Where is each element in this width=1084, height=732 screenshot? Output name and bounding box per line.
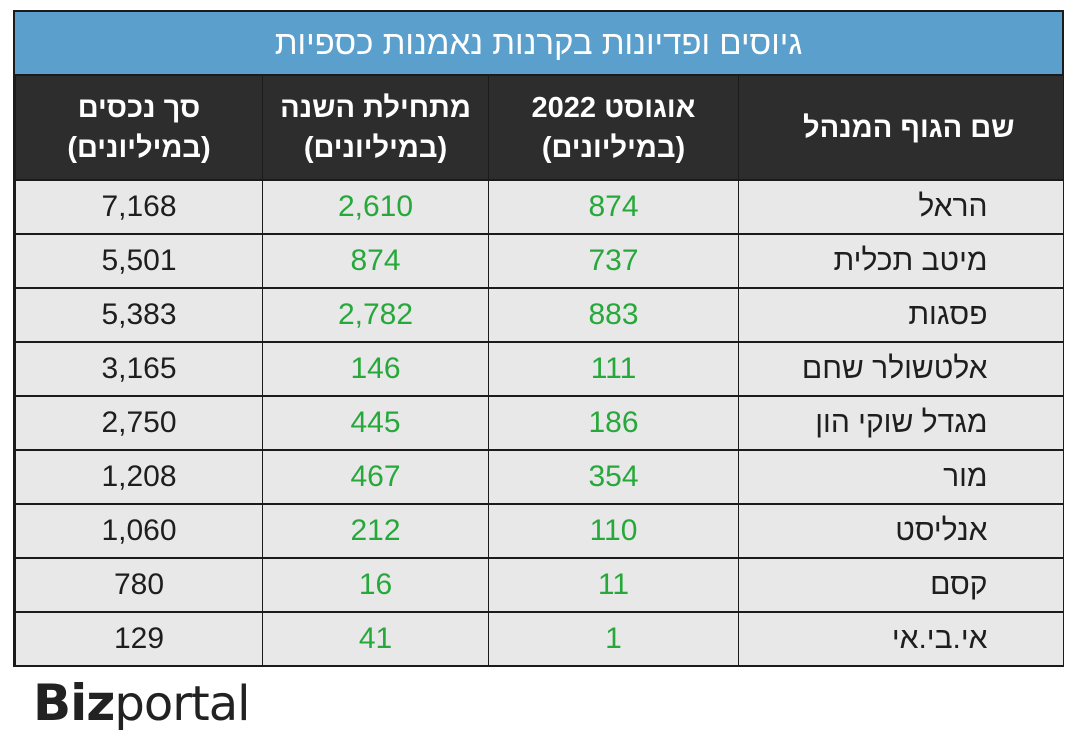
table-row: מיטב תכלית 737 874 5,501 xyxy=(15,233,1063,288)
cell-total: 1,208 xyxy=(15,449,263,504)
header-total-assets: סך נכסים (במיליונים) xyxy=(15,76,263,180)
table-row: אי.בי.אי 1 41 129 xyxy=(15,611,1063,665)
cell-ytd: 2,782 xyxy=(262,287,489,342)
header-year-to-date: מתחילת השנה (במיליונים) xyxy=(262,76,489,180)
table-row: מגדל שוקי הון 186 445 2,750 xyxy=(15,395,1063,450)
header-august-2022: אוגוסט 2022 (במיליונים) xyxy=(488,76,739,180)
cell-total: 1,060 xyxy=(15,503,263,558)
table-row: הראל 874 2,610 7,168 xyxy=(15,179,1063,234)
cell-manager-name: מור xyxy=(738,449,1063,504)
table-row: אנליסט 110 212 1,060 xyxy=(15,503,1063,558)
cell-ytd: 212 xyxy=(262,503,489,558)
cell-august: 186 xyxy=(488,395,739,450)
cell-manager-name: אנליסט xyxy=(738,503,1063,558)
cell-ytd: 874 xyxy=(262,233,489,288)
cell-august: 874 xyxy=(488,179,739,234)
cell-total: 780 xyxy=(15,557,263,612)
cell-total: 129 xyxy=(15,611,263,665)
cell-manager-name: הראל xyxy=(738,179,1063,234)
cell-ytd: 2,610 xyxy=(262,179,489,234)
cell-manager-name: מיטב תכלית xyxy=(738,233,1063,288)
cell-total: 2,750 xyxy=(15,395,263,450)
cell-august: 11 xyxy=(488,557,739,612)
cell-total: 5,501 xyxy=(15,233,263,288)
cell-ytd: 146 xyxy=(262,341,489,396)
cell-august: 354 xyxy=(488,449,739,504)
cell-total: 3,165 xyxy=(15,341,263,396)
table-title: גיוסים ופדיונות בקרנות נאמנות כספיות xyxy=(15,12,1062,76)
cell-august: 883 xyxy=(488,287,739,342)
cell-august: 110 xyxy=(488,503,739,558)
cell-total: 7,168 xyxy=(15,179,263,234)
header-manager-name: שם הגוף המנהל xyxy=(738,76,1063,180)
logo-biz: Biz xyxy=(33,674,115,732)
bizportal-logo: Biz portal xyxy=(33,674,251,732)
cell-manager-name: אלטשולר שחם xyxy=(738,341,1063,396)
cell-total: 5,383 xyxy=(15,287,263,342)
cell-ytd: 16 xyxy=(262,557,489,612)
table-row: קסם 11 16 780 xyxy=(15,557,1063,612)
cell-ytd: 467 xyxy=(262,449,489,504)
cell-manager-name: מגדל שוקי הון xyxy=(738,395,1063,450)
header-row: שם הגוף המנהל אוגוסט 2022 (במיליונים) מתח… xyxy=(15,76,1063,180)
cell-august: 1 xyxy=(488,611,739,665)
cell-manager-name: קסם xyxy=(738,557,1063,612)
table-row: מור 354 467 1,208 xyxy=(15,449,1063,504)
cell-ytd: 41 xyxy=(262,611,489,665)
cell-august: 737 xyxy=(488,233,739,288)
cell-august: 111 xyxy=(488,341,739,396)
funds-table-container: גיוסים ופדיונות בקרנות נאמנות כספיות שם … xyxy=(13,10,1064,667)
logo-portal: portal xyxy=(114,676,250,732)
cell-ytd: 445 xyxy=(262,395,489,450)
cell-manager-name: אי.בי.אי xyxy=(738,611,1063,665)
funds-table: שם הגוף המנהל אוגוסט 2022 (במיליונים) מתח… xyxy=(15,76,1063,665)
cell-manager-name: פסגות xyxy=(738,287,1063,342)
table-row: אלטשולר שחם 111 146 3,165 xyxy=(15,341,1063,396)
table-row: פסגות 883 2,782 5,383 xyxy=(15,287,1063,342)
